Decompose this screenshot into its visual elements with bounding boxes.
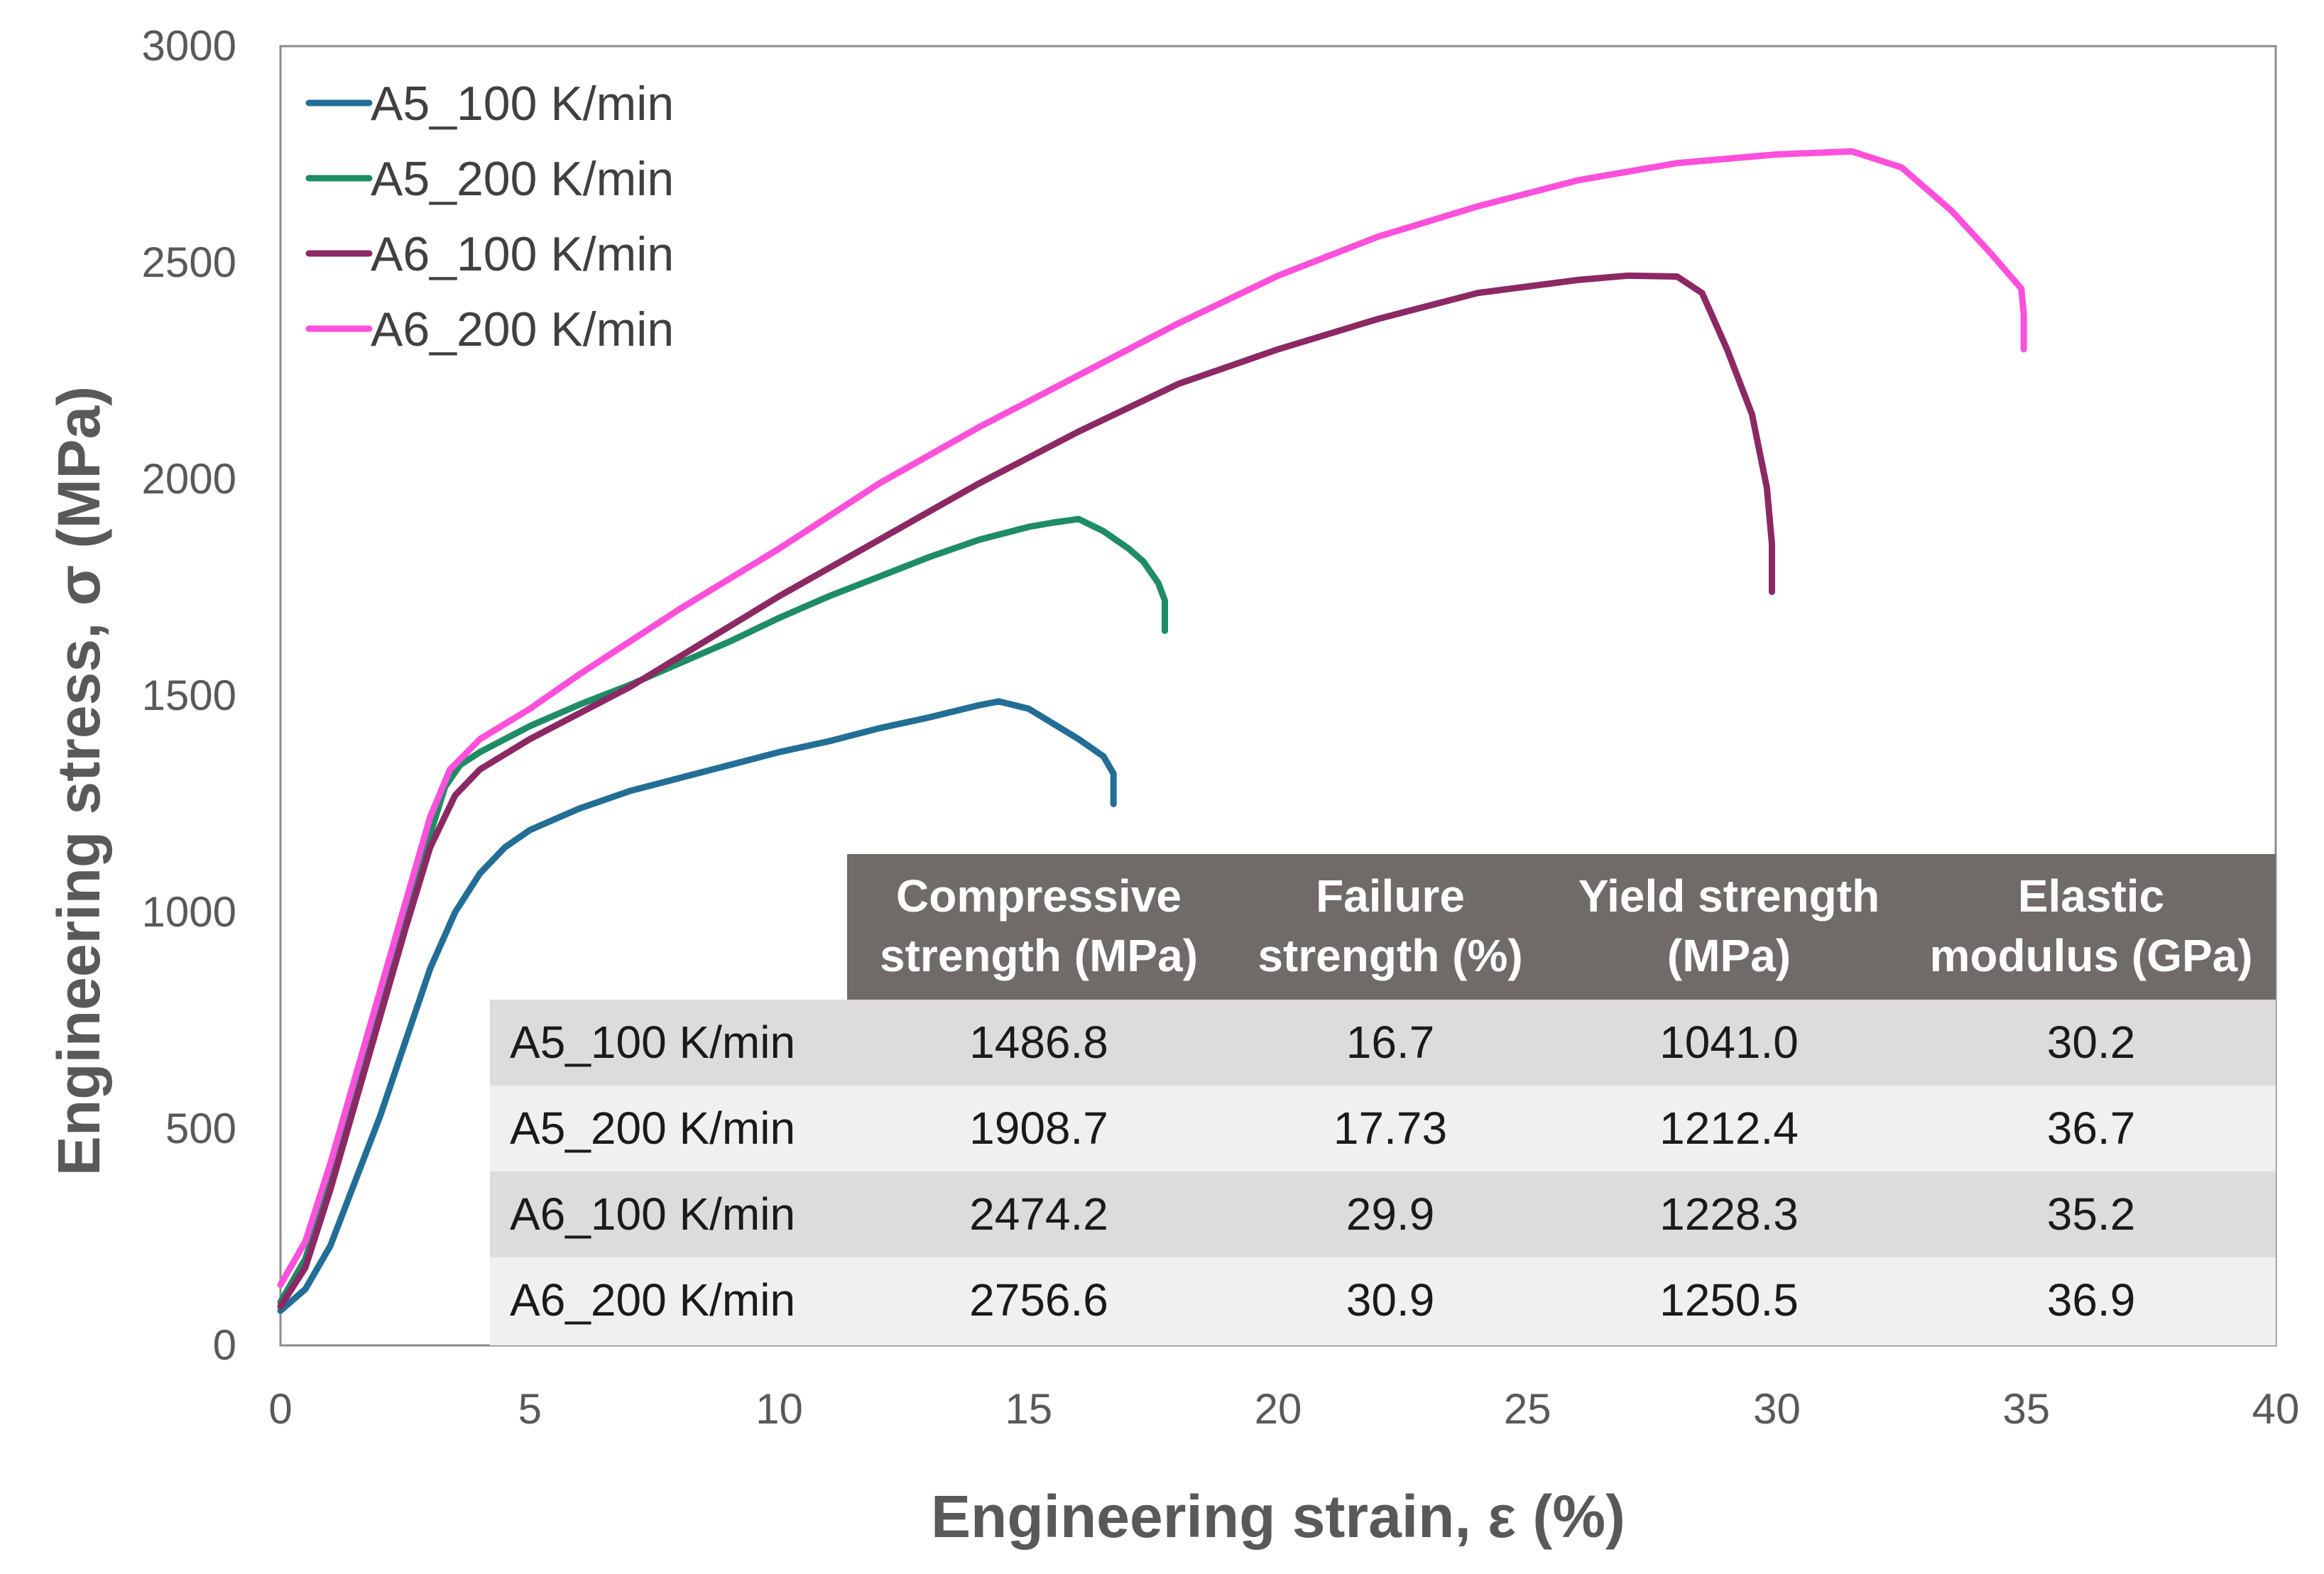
table-cell: 17.73 — [1333, 1103, 1447, 1154]
data-table: Compressive strength (MPa) Failure stren… — [490, 854, 2276, 1345]
table-cell-sample: A6_200 K/min — [510, 1274, 795, 1326]
table-cell: 1250.5 — [1659, 1274, 1799, 1326]
y-tick-label: 2000 — [142, 455, 236, 503]
x-tick-label: 0 — [268, 1385, 292, 1433]
table-cell: 1486.8 — [969, 1017, 1108, 1068]
y-tick-label: 3000 — [142, 22, 236, 70]
table-row-bg — [490, 1000, 2276, 1086]
table-header-failure: strength (%) — [1258, 930, 1522, 981]
table-cell-sample: A5_200 K/min — [510, 1103, 795, 1154]
series-line-3 — [277, 272, 1775, 1310]
legend-label-2: A5_200 K/min — [371, 152, 674, 206]
table-cell: 30.2 — [2047, 1017, 2136, 1068]
series-layer — [277, 148, 2027, 1314]
table-header-elastic: Elastic — [2018, 870, 2164, 922]
table-cell-sample: A5_100 K/min — [510, 1017, 795, 1068]
table-cell: 36.9 — [2047, 1274, 2136, 1326]
table-cell: 35.2 — [2047, 1188, 2136, 1240]
x-tick-label: 20 — [1255, 1385, 1302, 1433]
series-line-4 — [277, 148, 2027, 1289]
y-tick-label: 500 — [165, 1105, 236, 1152]
axis-layer: 0 5 10 15 20 25 30 35 40 0 500 1000 1500 2000 2500 3000 — [142, 22, 2300, 1433]
legend-label-1: A5_100 K/min — [371, 77, 674, 131]
x-tick-label: 10 — [755, 1385, 803, 1433]
table-header-yield: (MPa) — [1667, 930, 1791, 981]
table-header-compressive: strength (MPa) — [880, 930, 1198, 981]
table-row-bg — [490, 1086, 2276, 1171]
x-tick-label: 35 — [2002, 1385, 2050, 1433]
table-cell: 1228.3 — [1659, 1188, 1799, 1240]
series-line-1 — [277, 698, 1117, 1314]
y-tick-label: 0 — [213, 1321, 236, 1369]
table-header-yield: Yield strength — [1578, 870, 1880, 922]
x-tick-label: 25 — [1504, 1385, 1551, 1433]
x-axis-title: Engineering strain, ε (%) — [931, 1483, 1625, 1550]
legend: A5_100 K/min A5_200 K/min A6_100 K/min A6_2… — [305, 77, 674, 356]
legend-label-3: A6_100 K/min — [371, 227, 674, 281]
legend-label-4: A6_200 K/min — [371, 302, 674, 356]
y-axis-title: Engineering stress, σ (MPa) — [45, 386, 112, 1176]
table-header-elastic: modulus (GPa) — [1929, 930, 2252, 981]
table-row-bg — [490, 1257, 2276, 1345]
table-cell: 36.7 — [2047, 1103, 2136, 1154]
table-cell: 1212.4 — [1659, 1103, 1799, 1154]
x-tick-label: 30 — [1753, 1385, 1801, 1433]
table-cell: 16.7 — [1346, 1017, 1435, 1068]
x-tick-label: 15 — [1005, 1385, 1052, 1433]
x-tick-label: 40 — [2252, 1385, 2300, 1433]
x-tick-label: 5 — [518, 1385, 542, 1433]
table-cell: 30.9 — [1346, 1274, 1435, 1326]
table-cell: 29.9 — [1346, 1188, 1435, 1240]
table-cell: 1041.0 — [1659, 1017, 1799, 1068]
table-header-bg — [847, 854, 2276, 1000]
table-row-bg — [490, 1171, 2276, 1257]
table-cell: 1908.7 — [969, 1103, 1108, 1154]
y-tick-label: 1000 — [142, 888, 236, 936]
y-tick-label: 1500 — [142, 672, 236, 719]
table-cell: 2474.2 — [969, 1188, 1108, 1240]
table-cell-sample: A6_100 K/min — [510, 1188, 795, 1240]
table-header-compressive: Compressive — [896, 870, 1182, 922]
table-header-failure: Failure — [1316, 870, 1465, 922]
table-cell: 2756.6 — [969, 1274, 1108, 1326]
y-tick-label: 2500 — [142, 239, 236, 286]
